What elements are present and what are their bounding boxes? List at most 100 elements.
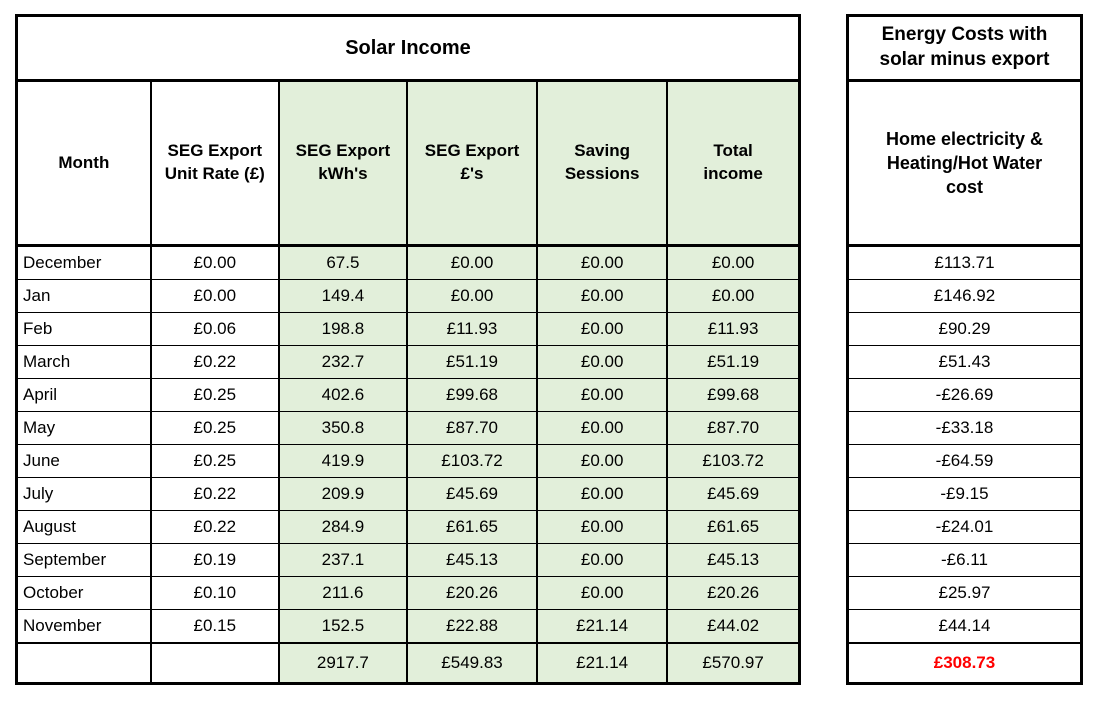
seg-rate-cell: £0.06 bbox=[149, 312, 280, 346]
seg-gbp-cell: £0.00 bbox=[405, 279, 539, 313]
seg-gbp-cell: £103.72 bbox=[405, 444, 539, 478]
month-cell: July bbox=[15, 477, 152, 511]
solar-row: May £0.25 350.8 £87.70 £0.00 £87.70 bbox=[15, 411, 801, 445]
totals-income-cell: £570.97 bbox=[666, 642, 801, 684]
energy-cost-cell: -£33.18 bbox=[847, 411, 1082, 445]
solar-row: September £0.19 237.1 £45.13 £0.00 £45.13 bbox=[15, 543, 801, 577]
seg-kwh-cell: 284.9 bbox=[277, 510, 408, 544]
header-seg-export-unit-rate: SEG Export Unit Rate (£) bbox=[149, 80, 280, 247]
total-income-cell: £0.00 bbox=[666, 245, 801, 280]
energy-cost-cell: -£9.15 bbox=[847, 477, 1082, 511]
saving-sessions-cell: £0.00 bbox=[536, 477, 669, 511]
total-income-cell: £99.68 bbox=[666, 378, 801, 412]
solar-row: July £0.22 209.9 £45.69 £0.00 £45.69 bbox=[15, 477, 801, 511]
solar-row: Jan £0.00 149.4 £0.00 £0.00 £0.00 bbox=[15, 279, 801, 313]
solar-row: August £0.22 284.9 £61.65 £0.00 £61.65 bbox=[15, 510, 801, 544]
seg-kwh-cell: 232.7 bbox=[277, 345, 408, 379]
total-income-cell: £11.93 bbox=[666, 312, 801, 346]
saving-sessions-cell: £0.00 bbox=[536, 444, 669, 478]
month-cell: Jan bbox=[15, 279, 152, 313]
total-income-cell: £45.69 bbox=[666, 477, 801, 511]
seg-kwh-cell: 237.1 bbox=[277, 543, 408, 577]
seg-rate-cell: £0.25 bbox=[149, 378, 280, 412]
seg-kwh-cell: 209.9 bbox=[277, 477, 408, 511]
seg-kwh-cell: 211.6 bbox=[277, 576, 408, 610]
energy-row: -£9.15 bbox=[847, 477, 1082, 511]
seg-rate-cell: £0.25 bbox=[149, 411, 280, 445]
month-cell: May bbox=[15, 411, 152, 445]
total-income-cell: £61.65 bbox=[666, 510, 801, 544]
saving-sessions-cell: £0.00 bbox=[536, 345, 669, 379]
seg-gbp-cell: £87.70 bbox=[405, 411, 539, 445]
energy-cost-cell: £113.71 bbox=[847, 245, 1082, 280]
totals-empty-rate-cell bbox=[149, 642, 280, 684]
energy-cost-cell: £25.97 bbox=[847, 576, 1082, 610]
month-cell: June bbox=[15, 444, 152, 478]
energy-header-row: Home electricity & Heating/Hot Water cos… bbox=[847, 80, 1082, 247]
energy-totals-row: £308.73 bbox=[847, 642, 1082, 684]
energy-row: £146.92 bbox=[847, 279, 1082, 313]
seg-gbp-cell: £22.88 bbox=[405, 609, 539, 644]
energy-row: £51.43 bbox=[847, 345, 1082, 379]
totals-empty-month-cell bbox=[15, 642, 152, 684]
seg-kwh-cell: 198.8 bbox=[277, 312, 408, 346]
saving-sessions-cell: £0.00 bbox=[536, 543, 669, 577]
seg-gbp-cell: £45.69 bbox=[405, 477, 539, 511]
solar-totals-row: 2917.7 £549.83 £21.14 £570.97 bbox=[15, 642, 801, 684]
seg-rate-cell: £0.00 bbox=[149, 279, 280, 313]
solar-row: Feb £0.06 198.8 £11.93 £0.00 £11.93 bbox=[15, 312, 801, 346]
seg-rate-cell: £0.00 bbox=[149, 245, 280, 280]
seg-gbp-cell: £0.00 bbox=[405, 245, 539, 280]
energy-row: -£33.18 bbox=[847, 411, 1082, 445]
total-income-cell: £45.13 bbox=[666, 543, 801, 577]
seg-rate-cell: £0.22 bbox=[149, 477, 280, 511]
energy-cost-cell: -£64.59 bbox=[847, 444, 1082, 478]
solar-row: November £0.15 152.5 £22.88 £21.14 £44.02 bbox=[15, 609, 801, 644]
seg-rate-cell: £0.19 bbox=[149, 543, 280, 577]
saving-sessions-cell: £0.00 bbox=[536, 411, 669, 445]
total-income-cell: £0.00 bbox=[666, 279, 801, 313]
seg-gbp-cell: £20.26 bbox=[405, 576, 539, 610]
energy-row: -£64.59 bbox=[847, 444, 1082, 478]
seg-rate-cell: £0.25 bbox=[149, 444, 280, 478]
energy-row: £44.14 bbox=[847, 609, 1082, 644]
seg-kwh-cell: 419.9 bbox=[277, 444, 408, 478]
month-cell: September bbox=[15, 543, 152, 577]
saving-sessions-cell: £0.00 bbox=[536, 279, 669, 313]
energy-cost-cell: £51.43 bbox=[847, 345, 1082, 379]
energy-costs-title: Energy Costs with solar minus export bbox=[847, 15, 1082, 82]
solar-row: October £0.10 211.6 £20.26 £0.00 £20.26 bbox=[15, 576, 801, 610]
solar-row: June £0.25 419.9 £103.72 £0.00 £103.72 bbox=[15, 444, 801, 478]
saving-sessions-cell: £0.00 bbox=[536, 576, 669, 610]
energy-cost-cell: £146.92 bbox=[847, 279, 1082, 313]
saving-sessions-cell: £0.00 bbox=[536, 245, 669, 280]
month-cell: Feb bbox=[15, 312, 152, 346]
total-income-cell: £87.70 bbox=[666, 411, 801, 445]
seg-rate-cell: £0.22 bbox=[149, 510, 280, 544]
energy-row: -£26.69 bbox=[847, 378, 1082, 412]
solar-row: April £0.25 402.6 £99.68 £0.00 £99.68 bbox=[15, 378, 801, 412]
energy-row: £25.97 bbox=[847, 576, 1082, 610]
header-saving-sessions: Saving Sessions bbox=[536, 80, 669, 247]
solar-table-body: December £0.00 67.5 £0.00 £0.00 £0.00 Jan £0.00… bbox=[15, 245, 801, 644]
seg-rate-cell: £0.15 bbox=[149, 609, 280, 644]
total-income-cell: £51.19 bbox=[666, 345, 801, 379]
saving-sessions-cell: £0.00 bbox=[536, 312, 669, 346]
saving-sessions-cell: £0.00 bbox=[536, 510, 669, 544]
header-seg-export-gbp: SEG Export £'s bbox=[405, 80, 539, 247]
header-seg-export-kwh: SEG Export kWh's bbox=[277, 80, 408, 247]
energy-title-row: Energy Costs with solar minus export bbox=[847, 15, 1082, 82]
totals-gbp-cell: £549.83 bbox=[405, 642, 539, 684]
solar-row: March £0.22 232.7 £51.19 £0.00 £51.19 bbox=[15, 345, 801, 379]
energy-cost-cell: -£24.01 bbox=[847, 510, 1082, 544]
saving-sessions-cell: £0.00 bbox=[536, 378, 669, 412]
total-income-cell: £103.72 bbox=[666, 444, 801, 478]
energy-cost-cell: -£26.69 bbox=[847, 378, 1082, 412]
header-total-income: Total income bbox=[666, 80, 801, 247]
seg-kwh-cell: 402.6 bbox=[277, 378, 408, 412]
solar-row: December £0.00 67.5 £0.00 £0.00 £0.00 bbox=[15, 245, 801, 280]
total-income-cell: £20.26 bbox=[666, 576, 801, 610]
seg-gbp-cell: £51.19 bbox=[405, 345, 539, 379]
saving-sessions-cell: £21.14 bbox=[536, 609, 669, 644]
